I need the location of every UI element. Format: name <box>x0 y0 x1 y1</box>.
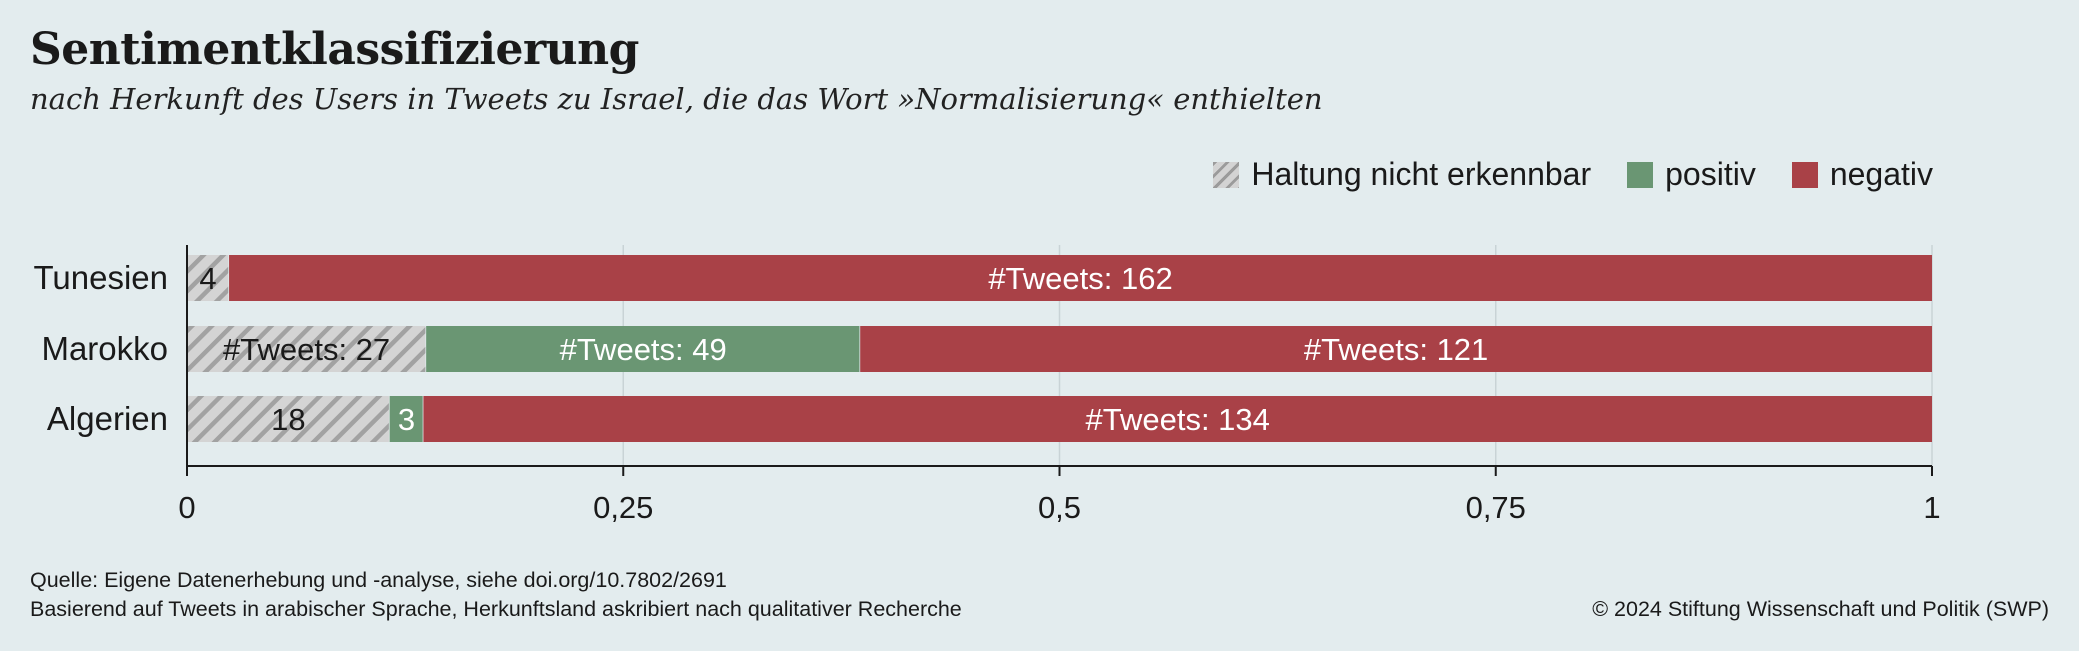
data-label: #Tweets: 49 <box>560 332 727 367</box>
legend: Haltung nicht erkennbar positiv negativ <box>1213 156 1933 193</box>
copyright: © 2024 Stiftung Wissenschaft und Politik… <box>1592 597 2049 621</box>
x-tick-label: 0,5 <box>1038 490 1081 525</box>
category-label: Algerien <box>47 400 168 437</box>
bar-segment <box>229 255 1932 301</box>
bar-segment <box>187 255 230 301</box>
category-label: Marokko <box>41 330 168 367</box>
bar-segment <box>389 396 424 442</box>
bar-segment <box>187 326 427 372</box>
x-tick-label: 0,25 <box>593 490 653 525</box>
bar-chart: 4 #Tweets: 162 #Tweets: 27 #Tweets: 49 #Twee… <box>33 245 1941 525</box>
data-label: #Tweets: 27 <box>223 332 390 367</box>
x-tick-label: 1 <box>1923 490 1940 525</box>
chart-title: Sentimentklassifizierung <box>30 24 639 75</box>
bar-segment <box>860 326 1932 372</box>
legend-label-negative: negativ <box>1829 156 1933 192</box>
chart-subtitle: nach Herkunft des Users in Tweets zu Isr… <box>30 82 1323 116</box>
data-label: 18 <box>271 402 305 437</box>
category-label: Tunesien <box>33 259 168 296</box>
data-label: #Tweets: 162 <box>988 261 1172 296</box>
x-tick-label: 0,75 <box>1466 490 1526 525</box>
legend-item-positive: positiv <box>1627 156 1756 193</box>
legend-label-unclear: Haltung nicht erkennbar <box>1251 156 1592 192</box>
legend-swatch-positive <box>1627 161 1654 188</box>
data-label: #Tweets: 134 <box>1086 402 1270 437</box>
source-note: Quelle: Eigene Datenerhebung und -analys… <box>30 568 727 592</box>
method-note: Basierend auf Tweets in arabischer Sprac… <box>30 597 962 621</box>
legend-item-unclear: Haltung nicht erkennbar <box>1213 156 1591 193</box>
bar-segment <box>187 396 390 442</box>
data-label: 4 <box>199 261 216 296</box>
bar-segment <box>426 326 861 372</box>
legend-swatch-unclear <box>1213 161 1240 188</box>
x-tick-label: 0 <box>178 490 195 525</box>
legend-swatch-negative <box>1791 161 1818 188</box>
legend-label-positive: positiv <box>1665 156 1756 192</box>
bar-segment <box>423 396 1933 442</box>
data-label: 3 <box>398 402 415 437</box>
data-label: #Tweets: 121 <box>1304 332 1488 367</box>
legend-item-negative: negativ <box>1791 156 1933 193</box>
